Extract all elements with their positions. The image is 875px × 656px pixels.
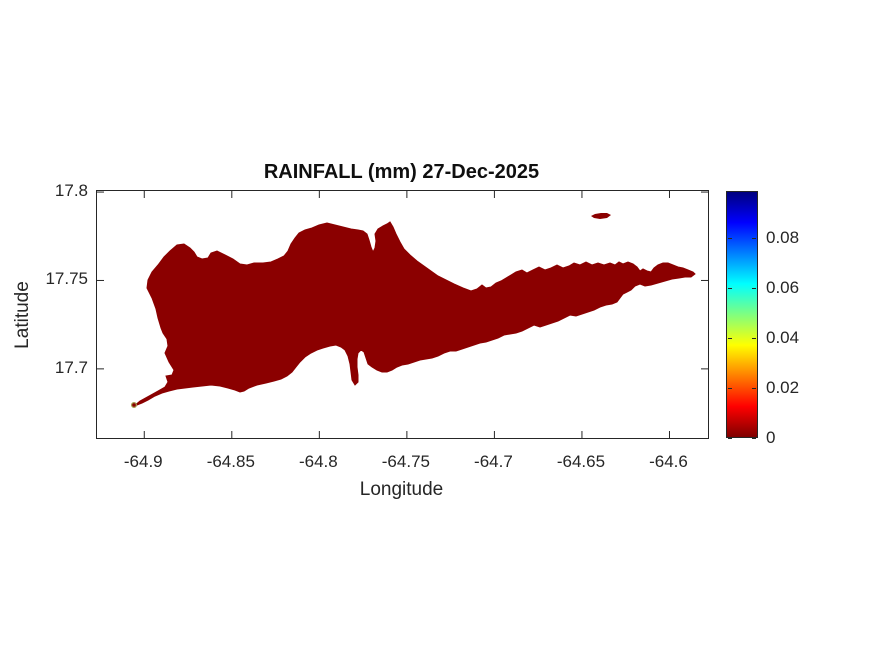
- colorbar-tick-mark: [728, 288, 732, 289]
- islet-shape: [591, 213, 611, 219]
- y-tick-label: 17.7: [54, 357, 88, 377]
- x-tick-label: -64.7: [474, 452, 513, 471]
- y-tick-label: 17.8: [54, 181, 88, 201]
- colorbar-tick-mark: [752, 238, 756, 239]
- island-shape: [133, 221, 696, 407]
- colorbar-tick-label: 0.08: [766, 228, 800, 247]
- colorbar-tick-mark: [752, 388, 756, 389]
- x-tick-label: -64.65: [556, 452, 606, 471]
- colorbar-tick-mark: [752, 438, 756, 439]
- tip-station-marker: [130, 402, 137, 409]
- colorbar-tick-mark: [728, 388, 732, 389]
- chart-title: RAINFALL (mm) 27-Dec-2025: [263, 161, 540, 183]
- colorbar-tick-label: 0.06: [766, 278, 800, 297]
- plot-area: [96, 190, 709, 439]
- x-tick-label: -64.8: [298, 452, 338, 471]
- x-tick-label: -64.6: [649, 452, 688, 471]
- x-axis-label: Longitude: [359, 479, 444, 500]
- x-tick-label: -64.9: [123, 452, 163, 471]
- island-map-svg: [97, 191, 708, 438]
- colorbar: [726, 191, 758, 439]
- colorbar-tick-mark: [728, 338, 732, 339]
- colorbar-tick-label: 0.02: [766, 378, 800, 397]
- axis-tick-marks: [97, 191, 708, 438]
- colorbar-tick-label: 0.04: [766, 328, 800, 347]
- x-tick-label: -64.75: [381, 452, 430, 471]
- colorbar-tick-mark: [752, 338, 756, 339]
- colorbar-tick-mark: [752, 288, 756, 289]
- colorbar-tick-mark: [728, 438, 732, 439]
- x-tick-label: -64.85: [206, 452, 255, 471]
- y-tick-label: 17.75: [45, 269, 88, 289]
- y-axis-label: Latitude: [12, 281, 33, 349]
- colorbar-tick-label: 0: [766, 428, 776, 447]
- colorbar-tick-mark: [728, 238, 732, 239]
